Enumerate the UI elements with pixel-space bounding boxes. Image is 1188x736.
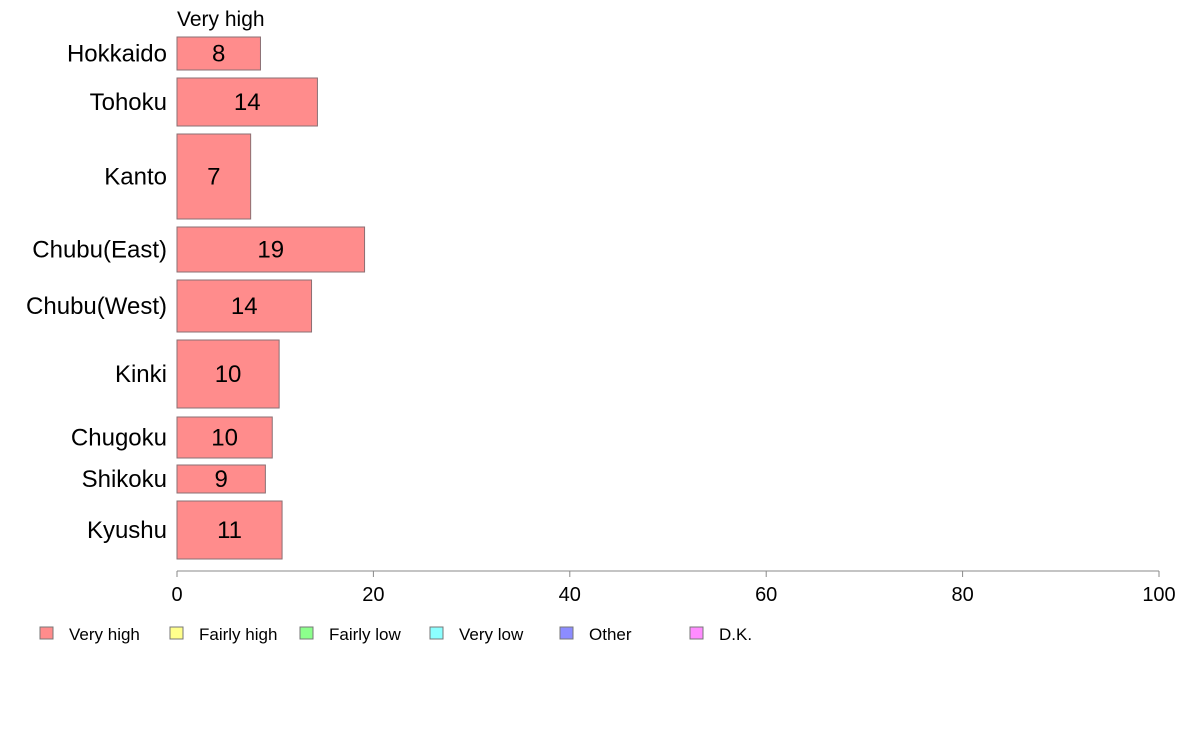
bar-value-label: 10 [215, 361, 242, 388]
x-axis: 0 20 40 60 80 100 [171, 570, 1176, 606]
category-label: Kyushu [87, 517, 167, 544]
bar [176, 416, 273, 459]
category-label: Tohoku [90, 89, 167, 116]
legend-label: Other [589, 625, 632, 644]
x-tick-label: 0 [171, 584, 182, 606]
x-tick-label: 60 [755, 584, 777, 606]
x-tick-label: 80 [951, 584, 973, 606]
legend-swatch [39, 626, 54, 640]
bar [176, 226, 366, 273]
legend-label: Very high [69, 625, 140, 644]
bar-value-label: 7 [207, 164, 220, 191]
category-labels: Hokkaido Tohoku Kanto Chubu(East) Chubu(West… [26, 41, 167, 545]
bar [176, 77, 318, 127]
bar-value-label: 11 [217, 517, 242, 544]
bar-value-label: 9 [215, 466, 228, 493]
bar-value-label: 14 [231, 293, 258, 320]
bar [176, 500, 283, 560]
legend-swatch [429, 626, 444, 640]
series-header-label: Very high [177, 8, 265, 31]
category-label: Chubu(West) [26, 293, 167, 320]
legend-swatch [559, 626, 574, 640]
legend-label: Fairly low [329, 625, 402, 644]
category-label: Chubu(East) [32, 237, 167, 264]
legend-label: Fairly high [199, 625, 277, 644]
bar-value-label: 8 [212, 41, 225, 68]
bar-value-label: 14 [234, 89, 261, 116]
category-label: Hokkaido [67, 41, 167, 68]
category-label: Kinki [115, 361, 167, 388]
bar-value-label: 19 [257, 237, 284, 264]
x-tick-label: 100 [1142, 584, 1175, 606]
legend-swatch [299, 626, 314, 640]
x-tick-label: 40 [559, 584, 581, 606]
bar-value-label: 10 [211, 425, 238, 452]
legend-label: D.K. [719, 625, 752, 644]
x-tick-label: 20 [362, 584, 384, 606]
bar [176, 279, 313, 333]
legend-swatch [169, 626, 184, 640]
bar [176, 339, 280, 409]
legend-label: Very low [459, 625, 524, 644]
legend-swatch [689, 626, 704, 640]
category-label: Shikoku [82, 466, 167, 493]
category-label: Kanto [104, 164, 167, 191]
bars-group: 8 14 7 19 14 10 10 9 11 [176, 36, 366, 560]
bar [176, 464, 266, 494]
bar [176, 36, 261, 71]
legend: Very high Fairly high Fairly low Very low Ot… [39, 625, 752, 644]
bar [176, 133, 252, 220]
category-label: Chugoku [71, 425, 167, 452]
